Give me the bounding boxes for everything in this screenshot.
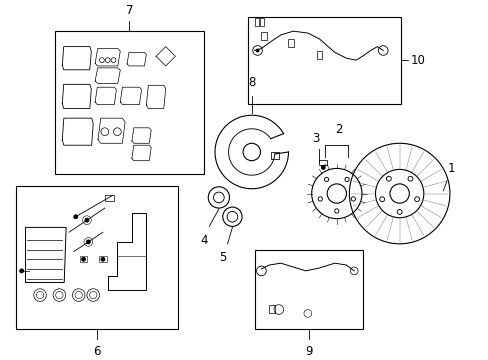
- Text: 8: 8: [247, 76, 255, 89]
- Circle shape: [84, 218, 89, 222]
- Text: 10: 10: [409, 54, 424, 67]
- Bar: [254, 249, 362, 329]
- Bar: [55, 31, 204, 174]
- Bar: [261, 32, 266, 40]
- Text: 4: 4: [200, 234, 208, 247]
- Bar: [247, 17, 400, 104]
- Bar: [99, 256, 106, 262]
- Circle shape: [86, 239, 91, 244]
- Bar: [260, 18, 264, 26]
- Bar: [254, 18, 258, 26]
- Text: 1: 1: [442, 162, 454, 191]
- Text: 3: 3: [311, 132, 319, 145]
- Text: 7: 7: [125, 4, 133, 17]
- Circle shape: [255, 49, 259, 53]
- Circle shape: [100, 257, 105, 262]
- Circle shape: [73, 214, 78, 219]
- Bar: [104, 195, 114, 201]
- Bar: [268, 305, 274, 314]
- Bar: [316, 51, 322, 59]
- Bar: [319, 160, 326, 165]
- Circle shape: [81, 257, 86, 262]
- Text: 2: 2: [334, 122, 342, 136]
- Circle shape: [19, 269, 24, 273]
- Bar: [80, 256, 87, 262]
- Text: 9: 9: [305, 345, 312, 358]
- Circle shape: [320, 165, 325, 170]
- Text: 5: 5: [219, 251, 226, 264]
- Bar: [270, 152, 278, 159]
- Text: 6: 6: [93, 345, 101, 358]
- Bar: [288, 39, 294, 46]
- Bar: [16, 186, 178, 329]
